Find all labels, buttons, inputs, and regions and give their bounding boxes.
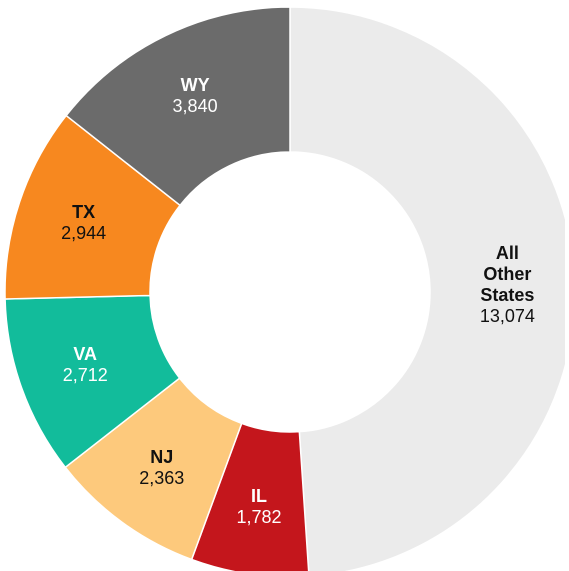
slice xyxy=(289,6,565,571)
slice-label: IL1,782 xyxy=(236,486,282,528)
donut xyxy=(5,6,565,571)
value-label: 2,712 xyxy=(62,365,108,386)
slice-label: TX2,944 xyxy=(61,202,107,244)
slice-label: NJ2,363 xyxy=(139,446,185,488)
slice-label: WY3,840 xyxy=(172,75,218,117)
category-name: VA xyxy=(73,344,98,365)
slice xyxy=(65,6,291,207)
category-name: NJ xyxy=(150,446,174,467)
value-label: 3,840 xyxy=(172,96,218,117)
labels: All Other States13,074IL1,782NJ2,363VA2,… xyxy=(61,75,535,528)
slice xyxy=(5,114,182,300)
slice-label: VA2,712 xyxy=(62,344,108,386)
category-name: All Other States xyxy=(480,242,535,305)
value-label: 2,944 xyxy=(61,223,107,244)
value-label: 1,782 xyxy=(236,507,282,528)
category-name: WY xyxy=(180,75,210,96)
category-name: TX xyxy=(72,202,96,223)
value-label: 2,363 xyxy=(139,467,185,488)
value-label: 13,074 xyxy=(479,305,535,326)
category-name: IL xyxy=(251,486,268,507)
